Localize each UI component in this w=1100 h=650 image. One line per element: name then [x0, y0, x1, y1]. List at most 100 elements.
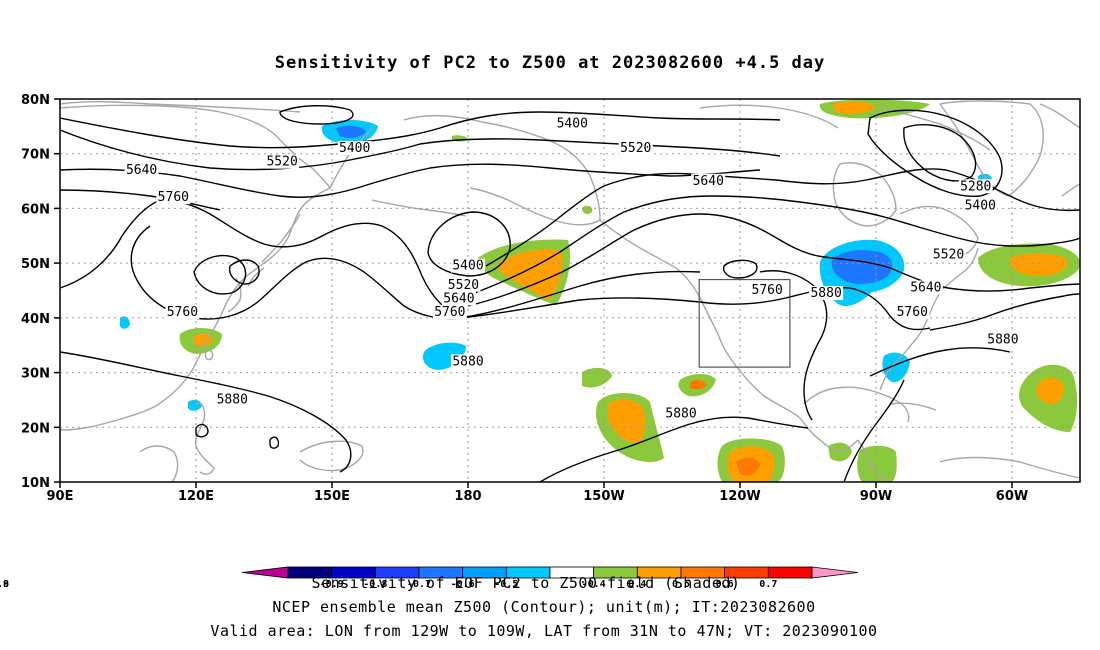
contour-label: 5400: [965, 198, 996, 213]
shade-orange-aleutian: [498, 249, 563, 300]
lat-tick-label: 50N: [21, 257, 50, 272]
contour-label: 5760: [897, 305, 928, 320]
contour-label-bg: [895, 305, 930, 320]
coast-korea: [227, 277, 242, 313]
contour-label-bg: [451, 354, 485, 369]
contour-label-bg: [441, 291, 476, 306]
contour-5880-atlantic-south: [869, 347, 1011, 377]
contour-label: 5880: [987, 332, 1018, 347]
contour-label-bg: [908, 280, 943, 295]
coast-iceland-europe: [1039, 103, 1080, 197]
contour-label: 5520: [266, 155, 297, 170]
caption-line-3: Valid area: LON from 129W to 109W, LAT f…: [210, 622, 877, 640]
contour-5880-east-us: [843, 379, 905, 482]
contour-label-bg: [165, 305, 200, 320]
contour-label-bg: [750, 283, 785, 298]
contour-label-bg: [931, 247, 966, 262]
contour-5640-west: [60, 163, 761, 198]
contour-label: 5520: [933, 248, 964, 263]
shade-orange-tropic-7: [1036, 377, 1064, 405]
lat-tick-label: 20N: [21, 421, 50, 436]
contour-asia-trough-2: [60, 199, 465, 319]
lon-tick-label: 120W: [719, 489, 760, 504]
lon-tick-label: 150E: [314, 489, 350, 504]
colorbar-label: 0.7: [759, 579, 777, 590]
lat-tick-label: 40N: [21, 312, 50, 327]
lon-tick-label: 120E: [178, 489, 214, 504]
contour-label: 5760: [158, 190, 189, 205]
lon-tick-label: 90E: [47, 489, 74, 504]
shade-positive-tropic-5: [857, 445, 897, 482]
shade-orange-tropic-3: [690, 379, 706, 390]
figure-title: Sensitivity of PC2 to Z500 at 2023082600…: [275, 53, 826, 73]
contour-label: 5520: [448, 278, 479, 293]
caption-line-1: Sensitivity of EOF PC2 to Z500 field (Sh…: [312, 574, 741, 592]
colorbar-label: 0.4: [628, 579, 646, 590]
lon-tick-label: 150W: [583, 489, 624, 504]
contour-label: 5640: [443, 291, 474, 306]
colorbar-min-arrow: [241, 566, 289, 579]
contour-5760-west: [60, 189, 221, 211]
lat-tick-label: 10N: [21, 476, 50, 491]
colorbar-label: 0.9: [0, 579, 9, 590]
coast-hudson: [832, 162, 897, 227]
contour-5880-mid: [759, 270, 828, 421]
contour-5880-southeast: [929, 293, 1080, 331]
lat-tick-labels: 80N 70N 60N 50N 40N 30N 20N 10N: [21, 93, 50, 491]
contour-5520-mid: [471, 195, 1080, 295]
contour-small-low-1: [195, 423, 209, 438]
contour-5760-low: [722, 259, 758, 279]
colorbar-label: -0.8: [363, 579, 387, 590]
contour-label-bg: [985, 332, 1020, 347]
contour-label: 5520: [620, 141, 651, 156]
lat-tick-label: 30N: [21, 367, 50, 382]
contour-label: 5400: [452, 259, 483, 274]
coast-new-guinea: [299, 440, 364, 472]
contour-5520-west: [60, 129, 781, 171]
colorbar-max-arrow: [811, 566, 859, 579]
coast-taiwan: [204, 349, 214, 361]
coastlines: [60, 100, 1080, 482]
colorbar-swatch: [767, 566, 813, 579]
contour-label: 5760: [167, 305, 198, 320]
colorbar: -0.9 -0.8 -0.7 -0.6 -0.5 -0.4 0.4 0.5 0.6 0.7 0.80…: [0, 566, 859, 590]
contour-label-bg: [958, 179, 993, 194]
caption: Sensitivity of EOF PC2 to Z500 field (Sh…: [210, 574, 877, 640]
contour-small-low-2: [269, 436, 280, 449]
colorbar-label: -0.7: [407, 579, 431, 590]
contour-label-bg: [691, 173, 726, 188]
coast-south-america: [939, 456, 1080, 479]
colorbar-label: -0.9: [320, 579, 344, 590]
contour-label: 5400: [557, 116, 588, 131]
shade-red-tropic-2: [736, 457, 760, 476]
contour-label-bg: [446, 277, 481, 292]
shade-negative-siberia-inner: [336, 125, 366, 139]
lat-tick-label: 70N: [21, 148, 50, 163]
contour-5400-west: [60, 111, 781, 149]
contour-label: 5400: [339, 141, 370, 156]
contour-5880-ne: [228, 259, 260, 285]
coast-mexico: [799, 417, 859, 453]
colorbar-label: 0.6: [716, 579, 734, 590]
lon-tick-labels: 90E 120E 150E 180 150W 120W 90W 60W: [47, 489, 1029, 504]
contour-label-bg: [337, 140, 372, 155]
contour-label-bg: [265, 154, 300, 169]
colorbar-label: 0.5: [672, 579, 690, 590]
contour-label: 5880: [665, 406, 696, 421]
shade-orange-arctic: [832, 101, 876, 115]
contour-label: 5760: [752, 283, 783, 298]
lon-tick-label: 60W: [996, 489, 1028, 504]
contour-5280-hudson: [903, 124, 977, 182]
contour-label-bg: [963, 198, 998, 213]
coast-labrador: [899, 205, 979, 257]
contour-low-siberia: [279, 105, 354, 125]
coast-philippines: [194, 402, 215, 475]
coast-aleutians: [371, 199, 467, 217]
colorbar-label: -0.4: [582, 579, 606, 590]
contour-5880-west-pacific: [60, 351, 352, 473]
lat-tick-label: 60N: [21, 202, 50, 217]
coast-arctic-canada: [699, 104, 991, 151]
